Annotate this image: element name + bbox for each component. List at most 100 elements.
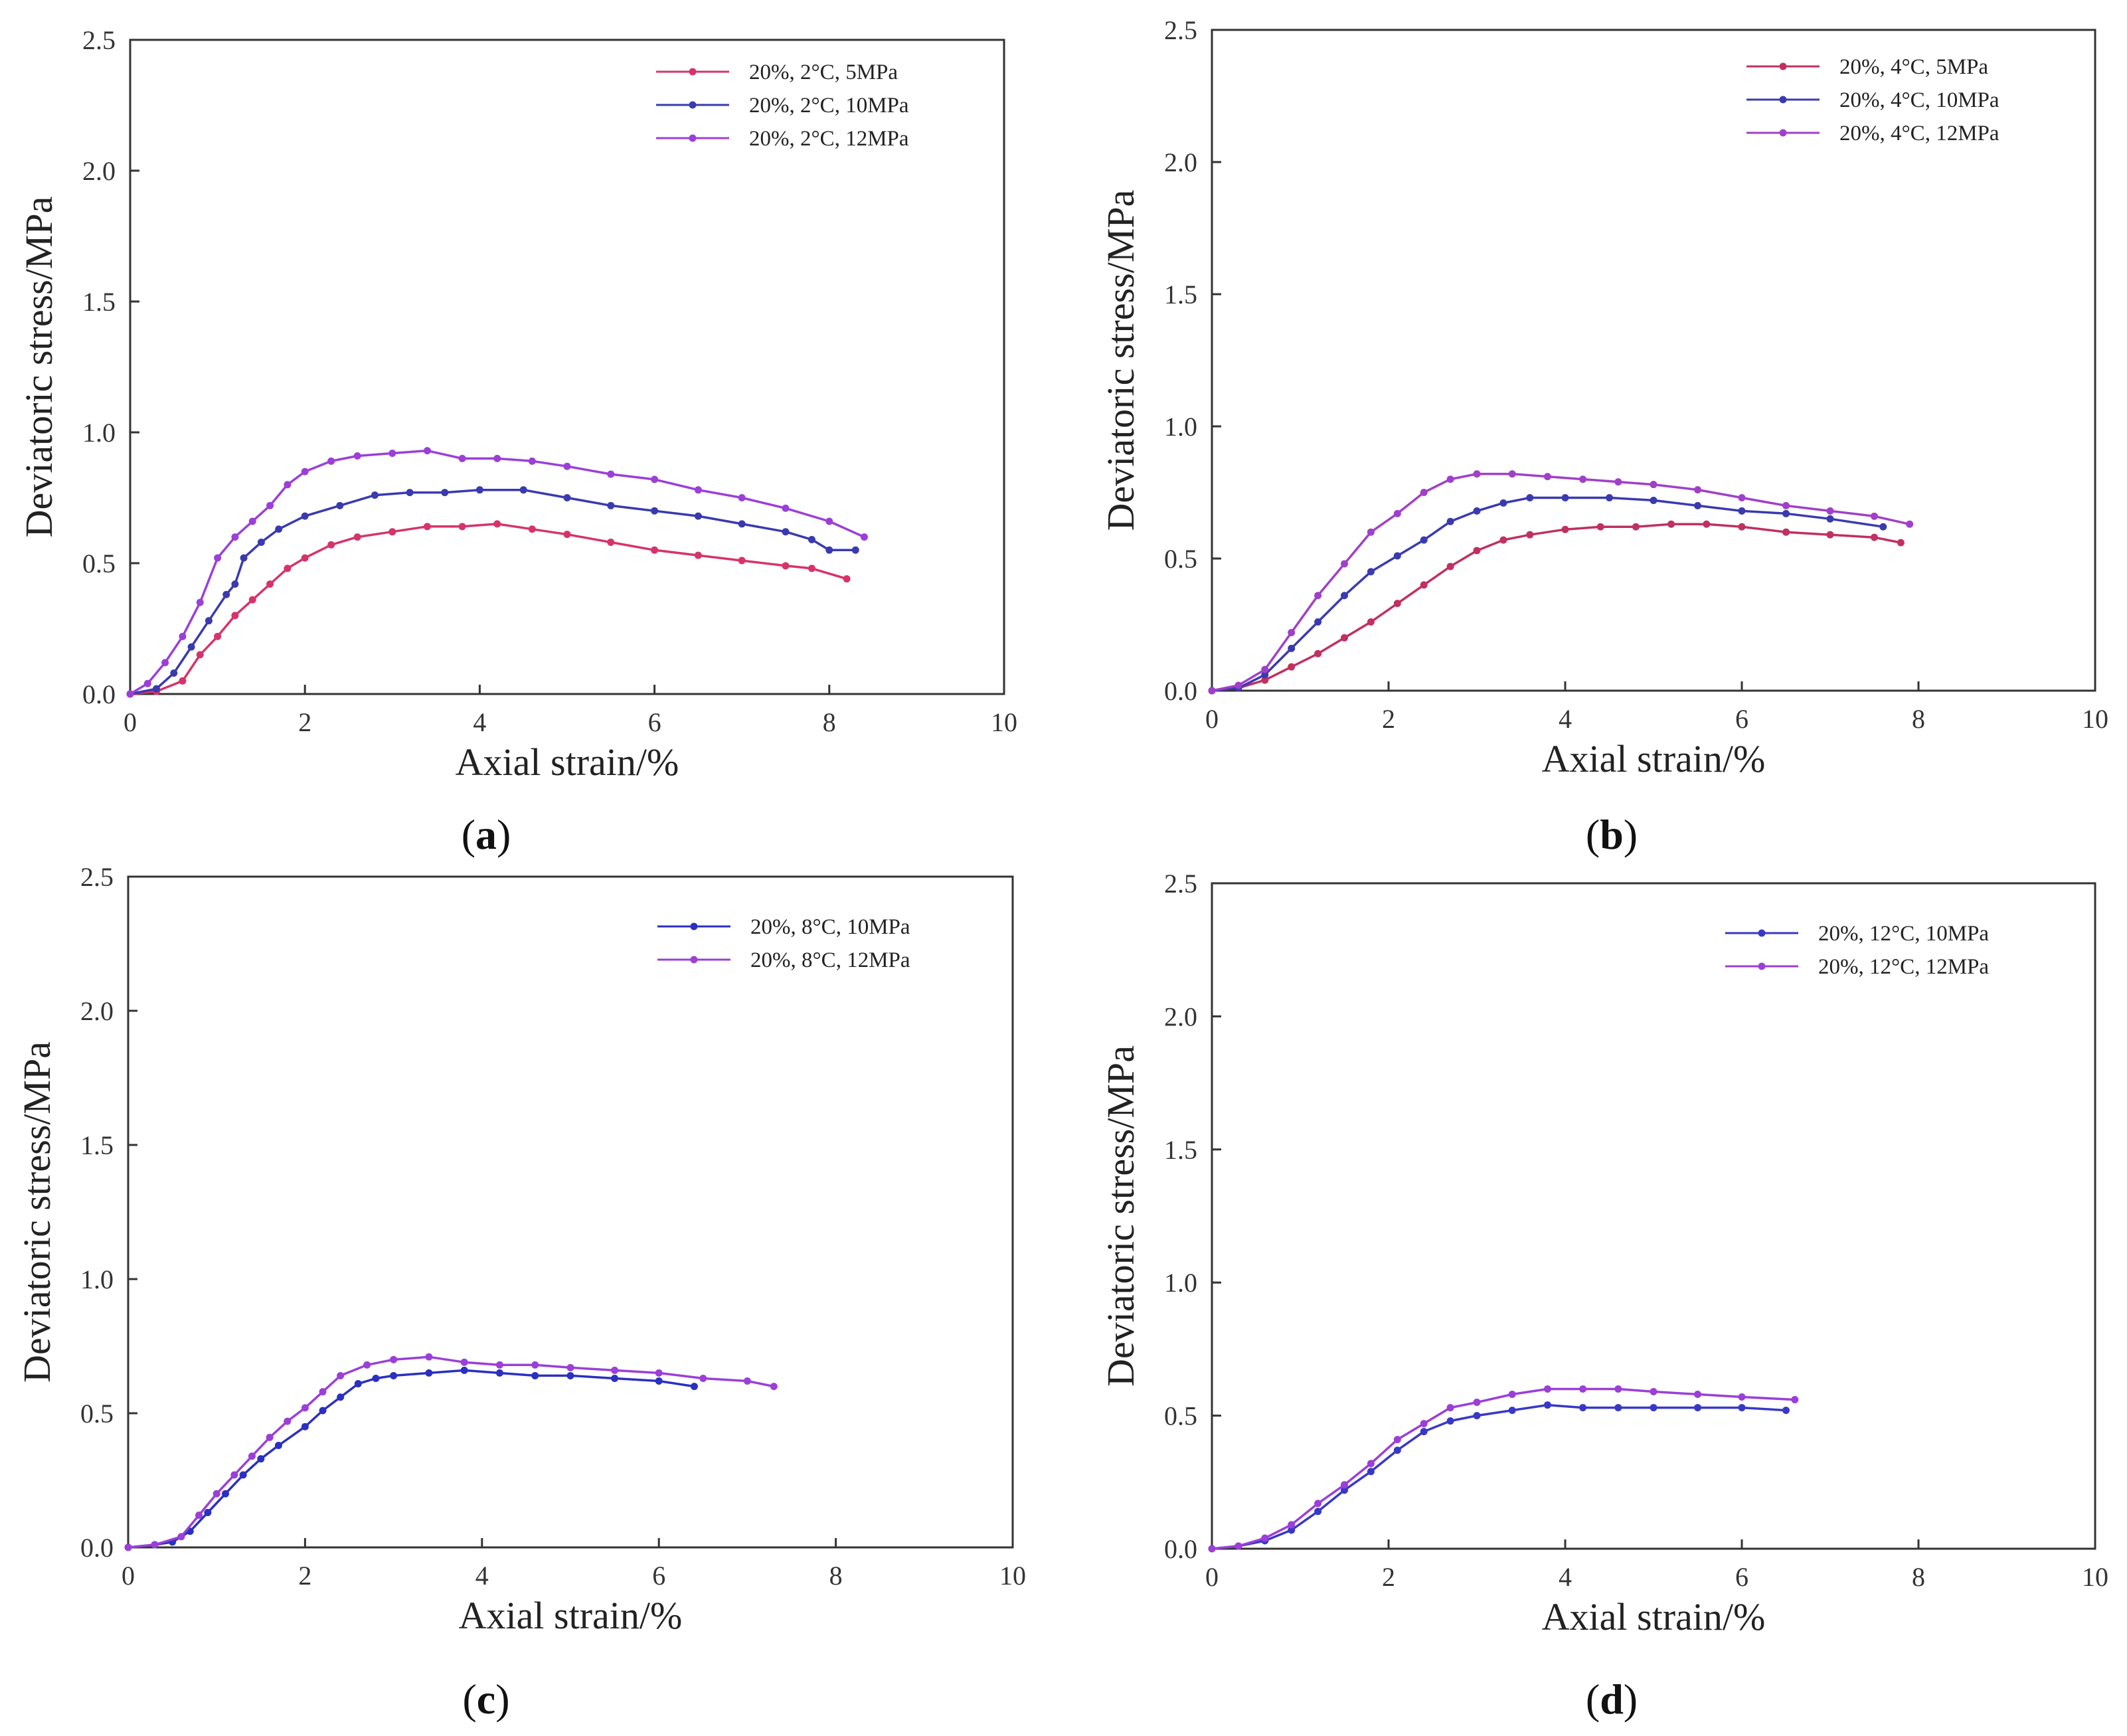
y-tick-label: 0.0 bbox=[1164, 1534, 1197, 1564]
series-2 bbox=[124, 1353, 778, 1551]
data-point bbox=[458, 523, 466, 531]
y-tick-label: 1.0 bbox=[82, 418, 116, 448]
x-axis-label: Axial strain/% bbox=[456, 740, 679, 784]
data-point bbox=[1446, 563, 1454, 570]
data-point bbox=[1393, 600, 1401, 608]
legend-label: 20%, 2°C, 10MPa bbox=[749, 94, 909, 118]
data-point bbox=[460, 1366, 468, 1374]
data-point bbox=[1897, 539, 1905, 547]
series-1 bbox=[124, 1366, 698, 1551]
data-point bbox=[1473, 1399, 1481, 1407]
legend-marker bbox=[1779, 129, 1787, 137]
data-point bbox=[1650, 1404, 1658, 1412]
y-tick-label: 0.5 bbox=[80, 1399, 114, 1429]
x-tick-label: 0 bbox=[1205, 1562, 1219, 1592]
data-point bbox=[1314, 618, 1322, 626]
data-point bbox=[531, 1361, 539, 1369]
data-point bbox=[187, 643, 195, 651]
data-point bbox=[179, 632, 187, 640]
series-1 bbox=[1208, 520, 1905, 695]
data-point bbox=[1341, 1486, 1348, 1494]
data-point bbox=[230, 1471, 238, 1479]
data-point bbox=[354, 1380, 362, 1388]
data-point bbox=[1393, 1446, 1401, 1454]
legend-marker bbox=[690, 956, 698, 964]
data-point bbox=[1561, 493, 1569, 501]
x-tick-label: 6 bbox=[652, 1561, 665, 1591]
data-point bbox=[1543, 1385, 1551, 1393]
y-tick-label: 1.0 bbox=[1164, 1268, 1197, 1298]
y-tick-label: 2.0 bbox=[1164, 147, 1197, 177]
data-point bbox=[460, 1358, 468, 1366]
data-point bbox=[441, 489, 449, 497]
x-tick-label: 8 bbox=[823, 707, 836, 737]
plot-frame bbox=[127, 875, 1014, 1549]
data-point bbox=[301, 1423, 309, 1431]
data-point bbox=[1446, 1404, 1454, 1412]
data-point bbox=[284, 1417, 292, 1425]
data-point bbox=[1367, 528, 1375, 536]
legend-marker bbox=[1758, 962, 1766, 970]
plot-frame bbox=[1211, 882, 2096, 1550]
chart-panel-d: 0 2 4 6 8 10 0.0 0.5 1.0 1.5 2.0 2.5 Axial strain/% D… bbox=[1099, 869, 2108, 1723]
data-point bbox=[124, 1543, 132, 1551]
data-point bbox=[1650, 1388, 1658, 1396]
x-tick-label: 0 bbox=[122, 1561, 135, 1591]
data-point bbox=[738, 494, 746, 501]
data-point bbox=[1393, 509, 1401, 517]
data-point bbox=[1782, 1407, 1790, 1415]
legend-marker bbox=[1779, 96, 1787, 104]
data-point bbox=[1420, 489, 1428, 496]
data-point bbox=[1508, 470, 1516, 478]
data-point bbox=[770, 1383, 778, 1391]
legend-label: 20%, 4°C, 10MPa bbox=[1839, 88, 1999, 112]
data-point bbox=[425, 1353, 433, 1361]
series-line bbox=[129, 449, 865, 695]
series-1 bbox=[1208, 1401, 1790, 1553]
data-point bbox=[388, 528, 396, 536]
series-3 bbox=[1208, 470, 1914, 695]
legend-marker bbox=[689, 68, 697, 76]
x-tick-label: 4 bbox=[1559, 1562, 1572, 1592]
data-point bbox=[423, 447, 431, 455]
data-point bbox=[1341, 1481, 1348, 1489]
data-point bbox=[1234, 681, 1242, 689]
y-axis-label: Deviatoric stress/MPa bbox=[17, 197, 60, 538]
legend-label: 20%, 8°C, 10MPa bbox=[750, 915, 910, 939]
series-line bbox=[129, 488, 856, 695]
data-point bbox=[563, 494, 571, 501]
series-line bbox=[128, 1355, 774, 1549]
legend-label: 20%, 12°C, 10MPa bbox=[1818, 922, 1989, 946]
data-point bbox=[493, 520, 501, 528]
data-point bbox=[301, 554, 309, 562]
data-point bbox=[825, 517, 833, 525]
y-tick-label: 2.5 bbox=[82, 25, 116, 55]
data-point bbox=[1473, 507, 1481, 515]
data-point bbox=[1579, 476, 1587, 483]
data-point bbox=[353, 533, 361, 541]
data-point bbox=[1871, 512, 1878, 520]
data-point bbox=[1288, 1526, 1296, 1534]
data-point bbox=[808, 564, 815, 572]
data-point bbox=[1499, 499, 1507, 507]
data-point bbox=[851, 546, 859, 554]
y-tick-label: 2.0 bbox=[80, 996, 114, 1026]
legend-label: 20%, 8°C, 12MPa bbox=[750, 948, 910, 972]
data-point bbox=[179, 677, 187, 685]
data-point bbox=[655, 1377, 663, 1385]
data-point bbox=[1738, 1404, 1746, 1412]
data-point bbox=[1446, 476, 1454, 483]
data-point bbox=[860, 533, 868, 541]
x-tick-label: 8 bbox=[1912, 1562, 1925, 1592]
x-tick-label: 4 bbox=[473, 707, 486, 737]
data-point bbox=[1694, 1404, 1701, 1412]
data-point bbox=[1738, 493, 1746, 501]
y-tick-label: 0.5 bbox=[82, 549, 116, 578]
data-point bbox=[475, 486, 483, 494]
data-point bbox=[1367, 618, 1375, 626]
data-point bbox=[327, 457, 335, 465]
x-tick-label: 0 bbox=[1205, 704, 1219, 734]
legend-marker bbox=[690, 922, 698, 930]
data-point bbox=[782, 562, 790, 570]
y-tick-label: 0.0 bbox=[80, 1533, 114, 1563]
